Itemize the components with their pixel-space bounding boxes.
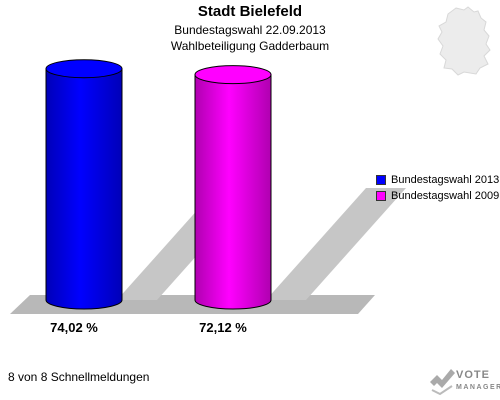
germany-map-icon xyxy=(437,6,491,76)
bar-top-2013 xyxy=(45,59,123,79)
legend-item-2009: Bundestagswahl 2009 xyxy=(376,188,499,204)
legend-label-2009: Bundestagswahl 2009 xyxy=(391,190,500,202)
votemanager-logo: VOTE MANAGER xyxy=(428,366,500,396)
legend-swatch-2009 xyxy=(376,191,386,201)
bar-2009 xyxy=(194,74,272,310)
chart-subtitle-election: Bundestagswahl 22.09.2013 xyxy=(174,23,326,37)
report-count-text: 8 von 8 Schnellmeldungen xyxy=(8,370,150,384)
chart-legend: Bundestagswahl 2013 Bundestagswahl 2009 xyxy=(376,172,499,204)
legend-label-2013: Bundestagswahl 2013 xyxy=(391,174,500,186)
chart-title: Stadt Bielefeld xyxy=(197,3,303,20)
chart-subtitle-district: Wahlbeteiligung Gadderbaum xyxy=(170,39,330,53)
logo-text-vote: VOTE xyxy=(456,369,490,381)
vote-check-icon xyxy=(430,369,455,396)
logo-text-manager: MANAGER xyxy=(456,384,500,391)
legend-swatch-2013 xyxy=(376,175,386,185)
bar-cast-shadow xyxy=(266,188,406,300)
legend-item-2013: Bundestagswahl 2013 xyxy=(376,172,499,188)
bar-top-2009 xyxy=(194,65,272,85)
bar-2013 xyxy=(45,68,123,310)
bar-value-label-2009: 72,12 % xyxy=(199,320,247,335)
bar-value-label-2013: 74,02 % xyxy=(50,320,98,335)
